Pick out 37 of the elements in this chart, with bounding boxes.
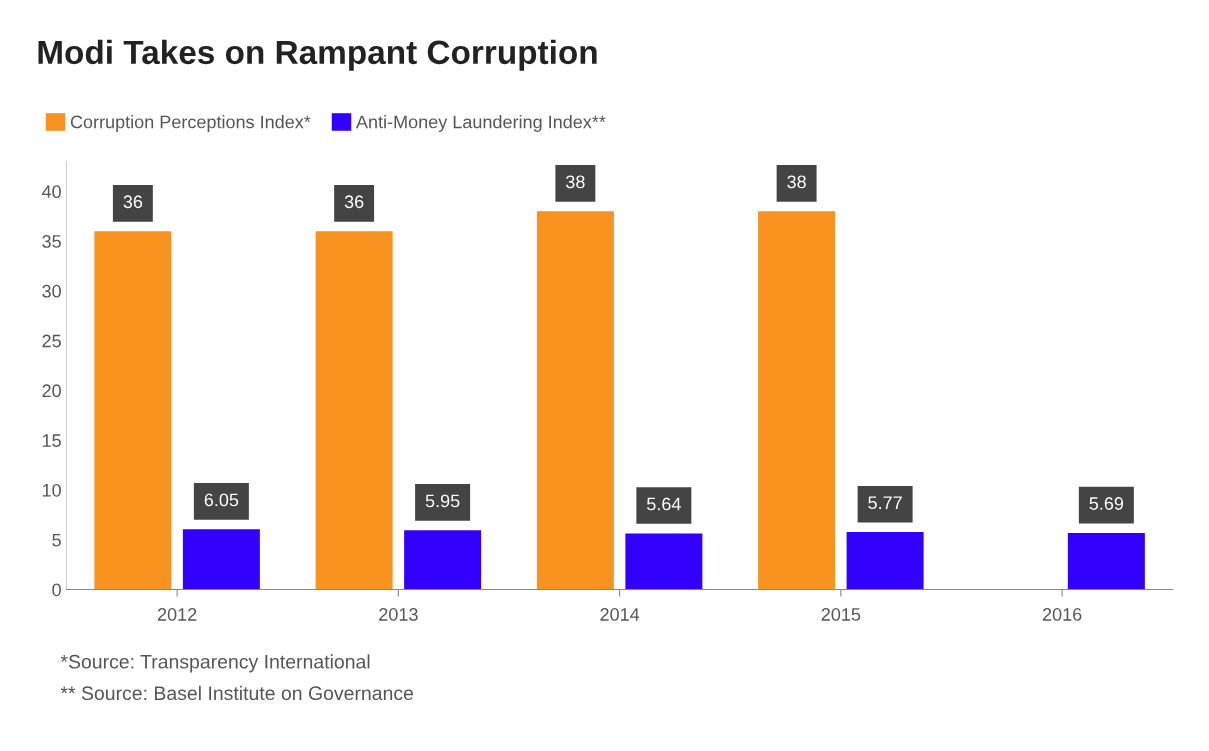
bar — [846, 532, 924, 590]
y-tick-label: 20 — [42, 384, 61, 398]
y-tick-label: 40 — [41, 185, 61, 199]
bar — [315, 231, 393, 590]
text: ** Source: Basel Institute on Governance — [60, 685, 414, 701]
data-label: 38 — [787, 175, 806, 189]
x-tick-label: 2016 — [1042, 608, 1082, 621]
data-label: 5.95 — [425, 494, 460, 508]
bar — [625, 533, 703, 590]
y-tick-label: 30 — [42, 284, 61, 298]
x-tick-label: 2014 — [600, 608, 640, 621]
bar — [94, 231, 172, 590]
y-tick-label: 10 — [42, 483, 61, 497]
data-label: 5.69 — [1089, 497, 1124, 510]
data-label: 5.77 — [868, 496, 902, 510]
y-tick-label: 5 — [52, 533, 61, 547]
bar — [536, 211, 614, 590]
bar — [404, 530, 482, 590]
bar — [1067, 532, 1145, 590]
data-label: 6.05 — [204, 493, 239, 507]
data-label: 36 — [344, 195, 364, 209]
bar — [758, 211, 836, 590]
data-label: 5.64 — [647, 497, 681, 511]
y-tick-label: 15 — [42, 434, 61, 447]
data-label: 36 — [123, 195, 143, 209]
data-label: 38 — [566, 175, 585, 189]
x-tick-label: 2013 — [379, 608, 418, 621]
y-tick-label: 25 — [42, 334, 61, 348]
y-tick-label: 0 — [52, 583, 61, 597]
x-tick-label: 2015 — [821, 608, 861, 621]
text: *Source: Transparency International — [60, 654, 370, 673]
legend-label: Corruption Perceptions Index* — [70, 115, 311, 132]
bar — [182, 529, 260, 590]
y-tick-label: 35 — [42, 235, 61, 248]
legend-label: Anti-Money Laundering Index** — [355, 115, 606, 132]
x-tick-label: 2012 — [157, 608, 197, 621]
chart-title: Modi Takes on Rampant Corruption — [38, 39, 597, 71]
